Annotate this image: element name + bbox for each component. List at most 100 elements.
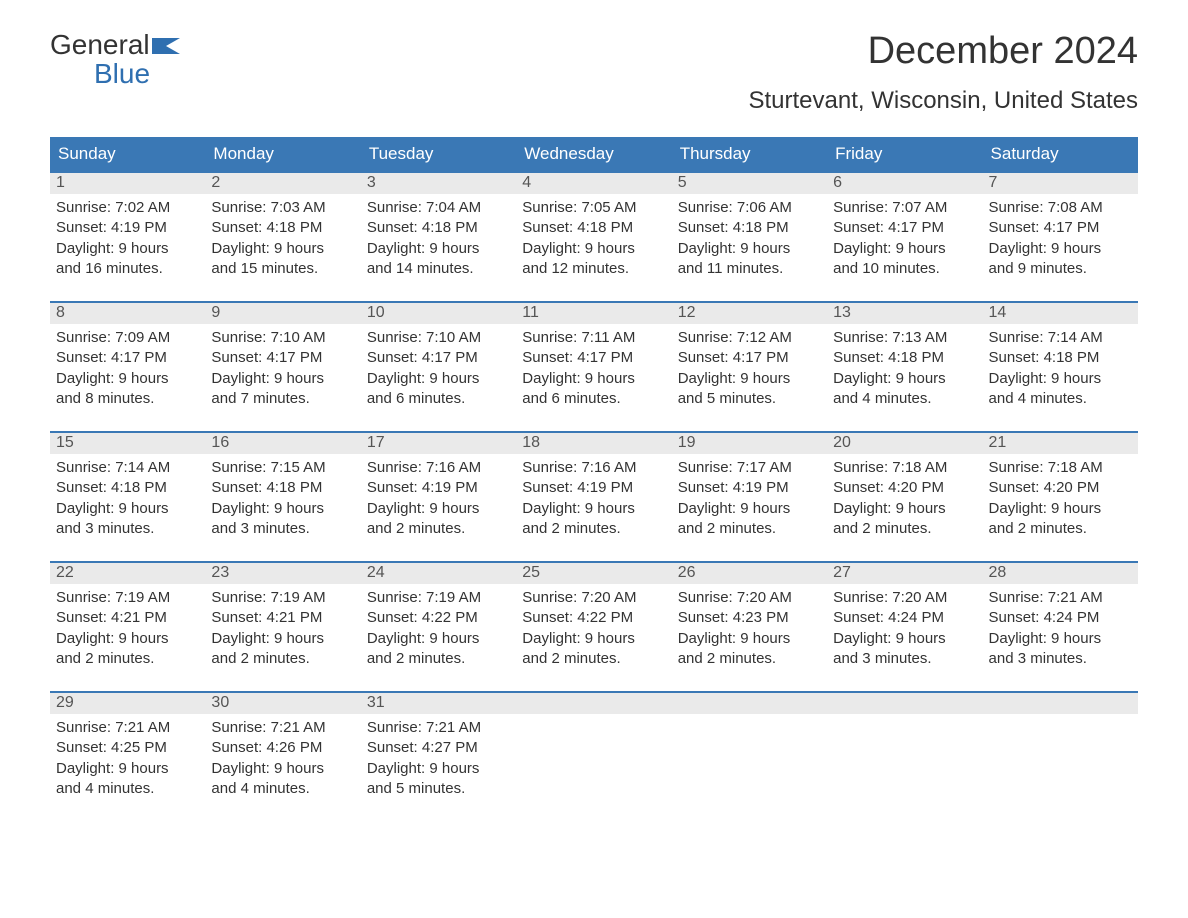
daylight-text-line2: and 12 minutes. xyxy=(522,259,665,279)
day-cell: 14Sunrise: 7:14 AMSunset: 4:18 PMDayligh… xyxy=(983,301,1138,413)
daylight-text-line1: Daylight: 9 hours xyxy=(678,629,821,649)
day-body: Sunrise: 7:21 AMSunset: 4:27 PMDaylight:… xyxy=(361,714,516,803)
day-header: Wednesday xyxy=(516,137,671,171)
logo-word-blue: Blue xyxy=(50,59,182,88)
sunset-text: Sunset: 4:17 PM xyxy=(211,348,354,368)
day-body: Sunrise: 7:16 AMSunset: 4:19 PMDaylight:… xyxy=(361,454,516,543)
daylight-text-line1: Daylight: 9 hours xyxy=(367,759,510,779)
day-body: Sunrise: 7:20 AMSunset: 4:24 PMDaylight:… xyxy=(827,584,982,673)
day-body: Sunrise: 7:19 AMSunset: 4:22 PMDaylight:… xyxy=(361,584,516,673)
sunrise-text: Sunrise: 7:11 AM xyxy=(522,328,665,348)
daylight-text-line2: and 14 minutes. xyxy=(367,259,510,279)
day-number: 11 xyxy=(516,301,671,324)
day-cell: 12Sunrise: 7:12 AMSunset: 4:17 PMDayligh… xyxy=(672,301,827,413)
sunset-text: Sunset: 4:17 PM xyxy=(833,218,976,238)
day-cell: 4Sunrise: 7:05 AMSunset: 4:18 PMDaylight… xyxy=(516,171,671,283)
day-cell: 31Sunrise: 7:21 AMSunset: 4:27 PMDayligh… xyxy=(361,691,516,803)
sunrise-text: Sunrise: 7:02 AM xyxy=(56,198,199,218)
sunrise-text: Sunrise: 7:21 AM xyxy=(989,588,1132,608)
title-block: December 2024 Sturtevant, Wisconsin, Uni… xyxy=(748,30,1138,129)
day-body: Sunrise: 7:18 AMSunset: 4:20 PMDaylight:… xyxy=(827,454,982,543)
sunset-text: Sunset: 4:21 PM xyxy=(211,608,354,628)
daylight-text-line1: Daylight: 9 hours xyxy=(678,499,821,519)
day-header: Friday xyxy=(827,137,982,171)
daylight-text-line1: Daylight: 9 hours xyxy=(833,239,976,259)
daylight-text-line1: Daylight: 9 hours xyxy=(211,239,354,259)
day-number: 29 xyxy=(50,691,205,714)
daylight-text-line1: Daylight: 9 hours xyxy=(989,369,1132,389)
daylight-text-line1: Daylight: 9 hours xyxy=(678,369,821,389)
daylight-text-line1: Daylight: 9 hours xyxy=(56,629,199,649)
week-row: 22Sunrise: 7:19 AMSunset: 4:21 PMDayligh… xyxy=(50,561,1138,673)
day-number xyxy=(983,691,1138,714)
sunrise-text: Sunrise: 7:06 AM xyxy=(678,198,821,218)
daylight-text-line2: and 5 minutes. xyxy=(678,389,821,409)
day-cell xyxy=(672,691,827,803)
sunset-text: Sunset: 4:20 PM xyxy=(989,478,1132,498)
day-cell: 20Sunrise: 7:18 AMSunset: 4:20 PMDayligh… xyxy=(827,431,982,543)
daylight-text-line2: and 3 minutes. xyxy=(211,519,354,539)
day-cell: 8Sunrise: 7:09 AMSunset: 4:17 PMDaylight… xyxy=(50,301,205,413)
sunrise-text: Sunrise: 7:07 AM xyxy=(833,198,976,218)
day-number: 5 xyxy=(672,171,827,194)
header: General Blue December 2024 Sturtevant, W… xyxy=(50,30,1138,129)
daylight-text-line2: and 2 minutes. xyxy=(678,519,821,539)
daylight-text-line2: and 7 minutes. xyxy=(211,389,354,409)
sunrise-text: Sunrise: 7:21 AM xyxy=(56,718,199,738)
day-number: 16 xyxy=(205,431,360,454)
location-subtitle: Sturtevant, Wisconsin, United States xyxy=(748,87,1138,115)
day-body: Sunrise: 7:09 AMSunset: 4:17 PMDaylight:… xyxy=(50,324,205,413)
sunrise-text: Sunrise: 7:09 AM xyxy=(56,328,199,348)
day-cell: 22Sunrise: 7:19 AMSunset: 4:21 PMDayligh… xyxy=(50,561,205,673)
daylight-text-line2: and 3 minutes. xyxy=(56,519,199,539)
day-cell: 29Sunrise: 7:21 AMSunset: 4:25 PMDayligh… xyxy=(50,691,205,803)
day-body: Sunrise: 7:05 AMSunset: 4:18 PMDaylight:… xyxy=(516,194,671,283)
day-number: 7 xyxy=(983,171,1138,194)
day-number: 22 xyxy=(50,561,205,584)
sunset-text: Sunset: 4:17 PM xyxy=(989,218,1132,238)
sunrise-text: Sunrise: 7:14 AM xyxy=(56,458,199,478)
day-body: Sunrise: 7:14 AMSunset: 4:18 PMDaylight:… xyxy=(983,324,1138,413)
sunrise-text: Sunrise: 7:14 AM xyxy=(989,328,1132,348)
day-cell: 17Sunrise: 7:16 AMSunset: 4:19 PMDayligh… xyxy=(361,431,516,543)
daylight-text-line1: Daylight: 9 hours xyxy=(367,499,510,519)
day-cell xyxy=(827,691,982,803)
daylight-text-line2: and 2 minutes. xyxy=(367,649,510,669)
daylight-text-line2: and 3 minutes. xyxy=(989,649,1132,669)
day-number: 27 xyxy=(827,561,982,584)
sunset-text: Sunset: 4:18 PM xyxy=(211,478,354,498)
day-body: Sunrise: 7:13 AMSunset: 4:18 PMDaylight:… xyxy=(827,324,982,413)
daylight-text-line1: Daylight: 9 hours xyxy=(989,239,1132,259)
day-body: Sunrise: 7:07 AMSunset: 4:17 PMDaylight:… xyxy=(827,194,982,283)
sunrise-text: Sunrise: 7:15 AM xyxy=(211,458,354,478)
day-number xyxy=(516,691,671,714)
week-row: 8Sunrise: 7:09 AMSunset: 4:17 PMDaylight… xyxy=(50,301,1138,413)
day-body: Sunrise: 7:04 AMSunset: 4:18 PMDaylight:… xyxy=(361,194,516,283)
day-number xyxy=(672,691,827,714)
sunrise-text: Sunrise: 7:20 AM xyxy=(678,588,821,608)
sunrise-text: Sunrise: 7:08 AM xyxy=(989,198,1132,218)
day-number: 25 xyxy=(516,561,671,584)
daylight-text-line2: and 2 minutes. xyxy=(678,649,821,669)
daylight-text-line1: Daylight: 9 hours xyxy=(989,499,1132,519)
day-body: Sunrise: 7:06 AMSunset: 4:18 PMDaylight:… xyxy=(672,194,827,283)
sunset-text: Sunset: 4:27 PM xyxy=(367,738,510,758)
sunrise-text: Sunrise: 7:10 AM xyxy=(211,328,354,348)
daylight-text-line2: and 3 minutes. xyxy=(833,649,976,669)
week-row: 15Sunrise: 7:14 AMSunset: 4:18 PMDayligh… xyxy=(50,431,1138,543)
day-number: 6 xyxy=(827,171,982,194)
sunrise-text: Sunrise: 7:04 AM xyxy=(367,198,510,218)
daylight-text-line1: Daylight: 9 hours xyxy=(367,629,510,649)
sunset-text: Sunset: 4:19 PM xyxy=(678,478,821,498)
daylight-text-line2: and 2 minutes. xyxy=(522,649,665,669)
day-number: 23 xyxy=(205,561,360,584)
sunset-text: Sunset: 4:23 PM xyxy=(678,608,821,628)
day-cell: 13Sunrise: 7:13 AMSunset: 4:18 PMDayligh… xyxy=(827,301,982,413)
daylight-text-line2: and 2 minutes. xyxy=(367,519,510,539)
sunset-text: Sunset: 4:18 PM xyxy=(211,218,354,238)
daylight-text-line1: Daylight: 9 hours xyxy=(833,629,976,649)
daylight-text-line2: and 16 minutes. xyxy=(56,259,199,279)
daylight-text-line1: Daylight: 9 hours xyxy=(211,369,354,389)
daylight-text-line1: Daylight: 9 hours xyxy=(833,499,976,519)
day-body: Sunrise: 7:20 AMSunset: 4:22 PMDaylight:… xyxy=(516,584,671,673)
